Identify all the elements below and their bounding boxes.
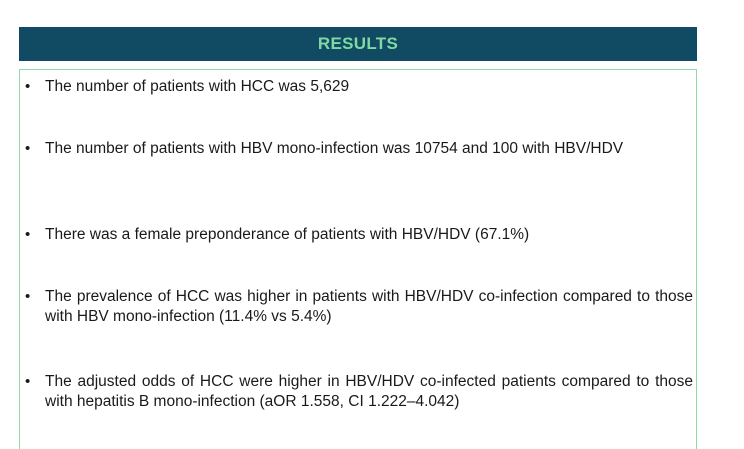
bullet-icon: • xyxy=(25,78,31,95)
bullet-icon: • xyxy=(25,373,31,390)
result-text: The number of patients with HCC was 5,62… xyxy=(45,78,350,95)
result-text: The number of patients with HBV mono-inf… xyxy=(45,140,624,157)
result-text: There was a female preponderance of pati… xyxy=(45,226,530,243)
result-item-female-preponderance: • There was a female preponderance of pa… xyxy=(25,225,695,245)
results-panel: • The number of patients with HCC was 5,… xyxy=(19,69,697,449)
result-text: The prevalence of HCC was higher in pati… xyxy=(45,288,693,325)
result-item-hcc-prevalence: • The prevalence of HCC was higher in pa… xyxy=(25,287,695,327)
results-header: RESULTS xyxy=(19,27,697,61)
bullet-icon: • xyxy=(25,140,31,157)
result-item-adjusted-odds: • The adjusted odds of HCC were higher i… xyxy=(25,372,695,412)
result-text: The adjusted odds of HCC were higher in … xyxy=(45,373,693,410)
bullet-icon: • xyxy=(25,288,31,305)
result-item-hcc-count: • The number of patients with HCC was 5,… xyxy=(25,77,695,97)
results-title: RESULTS xyxy=(317,34,399,53)
result-item-hbv-count: • The number of patients with HBV mono-i… xyxy=(25,139,695,159)
bullet-icon: • xyxy=(25,226,31,243)
